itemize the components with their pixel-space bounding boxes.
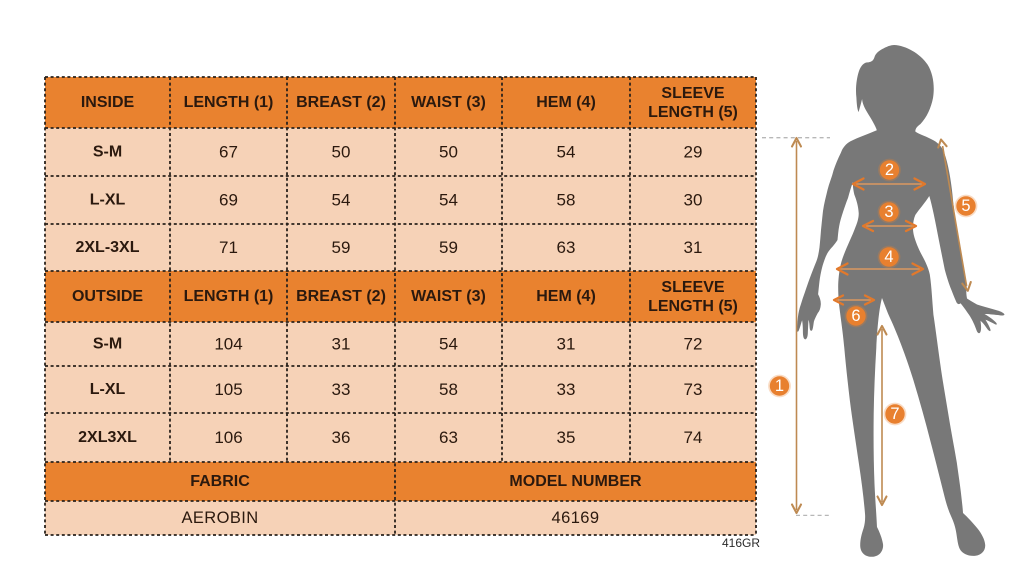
svg-text:LENGTH (1): LENGTH (1) bbox=[184, 94, 274, 111]
svg-text:54: 54 bbox=[557, 143, 576, 162]
svg-text:63: 63 bbox=[557, 238, 576, 257]
svg-text:31: 31 bbox=[332, 335, 351, 354]
svg-text:74: 74 bbox=[684, 428, 703, 447]
svg-text:6: 6 bbox=[851, 307, 860, 325]
svg-text:S-M: S-M bbox=[93, 336, 122, 353]
svg-text:54: 54 bbox=[439, 191, 458, 210]
svg-text:AEROBIN: AEROBIN bbox=[181, 509, 258, 527]
svg-text:35: 35 bbox=[557, 428, 576, 447]
svg-text:50: 50 bbox=[332, 143, 351, 162]
svg-text:33: 33 bbox=[332, 380, 351, 399]
svg-text:LENGTH (1): LENGTH (1) bbox=[184, 288, 274, 305]
svg-text:36: 36 bbox=[332, 428, 351, 447]
svg-text:S-M: S-M bbox=[93, 144, 122, 161]
svg-text:54: 54 bbox=[439, 335, 458, 354]
svg-text:BREAST (2): BREAST (2) bbox=[296, 94, 386, 111]
svg-text:2XL-3XL: 2XL-3XL bbox=[75, 239, 139, 256]
svg-text:WAIST (3): WAIST (3) bbox=[411, 94, 486, 111]
svg-text:54: 54 bbox=[332, 191, 351, 210]
svg-text:63: 63 bbox=[439, 428, 458, 447]
svg-text:LENGTH (5): LENGTH (5) bbox=[648, 298, 738, 315]
svg-text:69: 69 bbox=[219, 191, 238, 210]
svg-text:59: 59 bbox=[332, 238, 351, 257]
svg-text:BREAST (2): BREAST (2) bbox=[296, 288, 386, 305]
svg-text:4: 4 bbox=[884, 248, 893, 266]
svg-text:59: 59 bbox=[439, 238, 458, 257]
svg-text:31: 31 bbox=[557, 335, 576, 354]
svg-text:LENGTH (5): LENGTH (5) bbox=[648, 104, 738, 121]
svg-text:1: 1 bbox=[775, 377, 784, 395]
svg-text:50: 50 bbox=[439, 143, 458, 162]
svg-text:MODEL NUMBER: MODEL NUMBER bbox=[509, 473, 642, 490]
svg-text:67: 67 bbox=[219, 143, 238, 162]
svg-text:L-XL: L-XL bbox=[90, 381, 126, 398]
svg-text:3: 3 bbox=[884, 203, 893, 221]
svg-text:SLEEVE: SLEEVE bbox=[661, 279, 724, 296]
svg-text:29: 29 bbox=[684, 143, 703, 162]
svg-text:HEM (4): HEM (4) bbox=[536, 94, 596, 111]
svg-text:58: 58 bbox=[439, 380, 458, 399]
svg-text:2: 2 bbox=[885, 161, 894, 179]
svg-text:L-XL: L-XL bbox=[90, 192, 126, 209]
svg-text:104: 104 bbox=[214, 335, 242, 354]
svg-text:71: 71 bbox=[219, 238, 238, 257]
svg-text:416GR: 416GR bbox=[722, 536, 760, 550]
svg-text:7: 7 bbox=[890, 405, 899, 423]
svg-text:46169: 46169 bbox=[552, 509, 600, 527]
svg-text:30: 30 bbox=[684, 191, 703, 210]
svg-text:106: 106 bbox=[214, 428, 242, 447]
svg-text:31: 31 bbox=[684, 238, 703, 257]
svg-text:105: 105 bbox=[214, 380, 242, 399]
svg-text:WAIST (3): WAIST (3) bbox=[411, 288, 486, 305]
svg-text:2XL3XL: 2XL3XL bbox=[78, 429, 137, 446]
svg-text:FABRIC: FABRIC bbox=[190, 473, 250, 490]
svg-text:73: 73 bbox=[684, 380, 703, 399]
svg-text:HEM (4): HEM (4) bbox=[536, 288, 596, 305]
svg-text:58: 58 bbox=[557, 191, 576, 210]
svg-text:5: 5 bbox=[961, 197, 970, 215]
svg-text:33: 33 bbox=[557, 380, 576, 399]
svg-text:72: 72 bbox=[684, 335, 703, 354]
svg-text:INSIDE: INSIDE bbox=[81, 94, 135, 111]
svg-text:SLEEVE: SLEEVE bbox=[661, 85, 724, 102]
svg-text:OUTSIDE: OUTSIDE bbox=[72, 288, 143, 305]
